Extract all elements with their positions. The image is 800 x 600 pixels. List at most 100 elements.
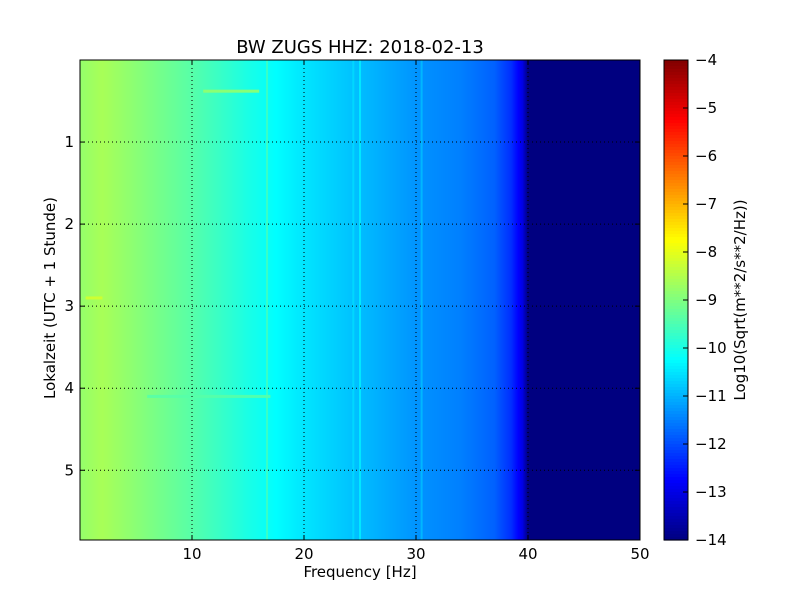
spectrogram-column — [584, 60, 586, 540]
spectrogram-column — [171, 60, 173, 540]
spectrogram-column — [548, 60, 550, 540]
spectrogram-column — [148, 60, 150, 540]
spectrogram-column — [321, 60, 323, 540]
spectrogram-column — [157, 60, 159, 540]
colorbar-segment — [664, 363, 688, 367]
colorbar-segment — [664, 117, 688, 121]
spectrogram-column — [572, 60, 574, 540]
spectrogram-column — [115, 60, 117, 540]
spectrogram-column — [567, 60, 569, 540]
colorbar-tick-label: −8 — [695, 243, 717, 261]
spectrogram-column — [586, 60, 588, 540]
spectrogram-column — [582, 60, 584, 540]
colorbar-segment — [664, 426, 688, 430]
spectrogram-column — [240, 60, 242, 540]
colorbar-segment — [664, 405, 688, 409]
spectrogram-column — [93, 60, 95, 540]
spectrogram-column — [83, 60, 85, 540]
spectrogram-column — [573, 60, 575, 540]
spectrogram-column — [493, 60, 495, 540]
spectrogram-column — [525, 60, 527, 540]
colorbar-segment — [664, 297, 688, 301]
spectrogram-column — [609, 60, 611, 540]
colorbar-segment — [664, 285, 688, 289]
colorbar-segment — [664, 78, 688, 82]
colorbar-segment — [664, 378, 688, 382]
spectrogram-column — [324, 60, 326, 540]
spectrogram-column — [235, 60, 237, 540]
spectrogram-column — [168, 60, 170, 540]
spectrogram-column — [383, 60, 385, 540]
spectrogram-column — [101, 60, 103, 540]
colorbar-segment — [664, 519, 688, 523]
spectrogram-column — [532, 60, 534, 540]
spectrogram-column — [134, 60, 136, 540]
spectrogram-column — [497, 60, 499, 540]
spectrogram-column — [142, 60, 144, 540]
colorbar-segment — [664, 174, 688, 178]
x-tick-label: 40 — [518, 545, 537, 563]
spectrogram-column — [429, 60, 431, 540]
y-tick-label: 1 — [64, 133, 74, 151]
spectrogram-column — [553, 60, 555, 540]
spectrogram-column — [638, 60, 640, 540]
spectrogram-column — [565, 60, 567, 540]
spectrogram-column — [485, 60, 487, 540]
colorbar-segment — [664, 447, 688, 451]
colorbar-segment — [664, 243, 688, 247]
spectrogram-column — [302, 60, 304, 540]
spectrogram-column — [333, 60, 335, 540]
spectrogram-column — [218, 60, 220, 540]
spectrogram-column — [526, 60, 528, 540]
spectrogram-column — [488, 60, 490, 540]
spectrogram-column — [313, 60, 315, 540]
spectrogram-column — [259, 60, 261, 540]
y-axis-label: Lokalzeit (UTC + 1 Stunde) — [41, 197, 59, 399]
spectrogram-column — [326, 60, 328, 540]
spectrogram-column — [140, 60, 142, 540]
spectrogram-column — [305, 60, 307, 540]
spectrogram-column — [600, 60, 602, 540]
spectrogram-column — [446, 60, 448, 540]
colorbar-segment — [664, 327, 688, 331]
colorbar-segment — [664, 474, 688, 478]
spectrogram-column — [176, 60, 178, 540]
spectrogram-column — [517, 60, 519, 540]
spectral-line — [359, 60, 361, 540]
spectrogram-column — [410, 60, 412, 540]
colorbar-segment — [664, 279, 688, 283]
spectrogram-column — [435, 60, 437, 540]
spectrogram-column — [346, 60, 348, 540]
colorbar-segment — [664, 303, 688, 307]
spectrogram-column — [337, 60, 339, 540]
spectrogram-column — [335, 60, 337, 540]
spectrogram-column — [619, 60, 621, 540]
spectrogram-column — [455, 60, 457, 540]
colorbar-segment — [664, 210, 688, 214]
spectrogram-column — [407, 60, 409, 540]
spectrogram-column — [571, 60, 573, 540]
spectrogram-column — [358, 60, 360, 540]
colorbar-segment — [664, 246, 688, 250]
spectrogram-column — [110, 60, 112, 540]
spectrogram-column — [354, 60, 356, 540]
spectrogram-column — [615, 60, 617, 540]
colorbar-segment — [664, 456, 688, 460]
colorbar-segment — [664, 339, 688, 343]
spectrogram-column — [159, 60, 161, 540]
spectrogram-column — [365, 60, 367, 540]
colorbar-segment — [664, 60, 688, 64]
spectrogram-column — [221, 60, 223, 540]
spectrogram-column — [291, 60, 293, 540]
colorbar-segment — [664, 453, 688, 457]
spectrogram-column — [555, 60, 557, 540]
spectrogram-column — [274, 60, 276, 540]
spectrogram-column — [461, 60, 463, 540]
spectrogram-column — [473, 60, 475, 540]
spectrogram-column — [480, 60, 482, 540]
colorbar-segment — [664, 90, 688, 94]
spectrogram-column — [211, 60, 213, 540]
spectrogram-column — [280, 60, 282, 540]
spectrogram-column — [568, 60, 570, 540]
spectrogram-column — [453, 60, 455, 540]
